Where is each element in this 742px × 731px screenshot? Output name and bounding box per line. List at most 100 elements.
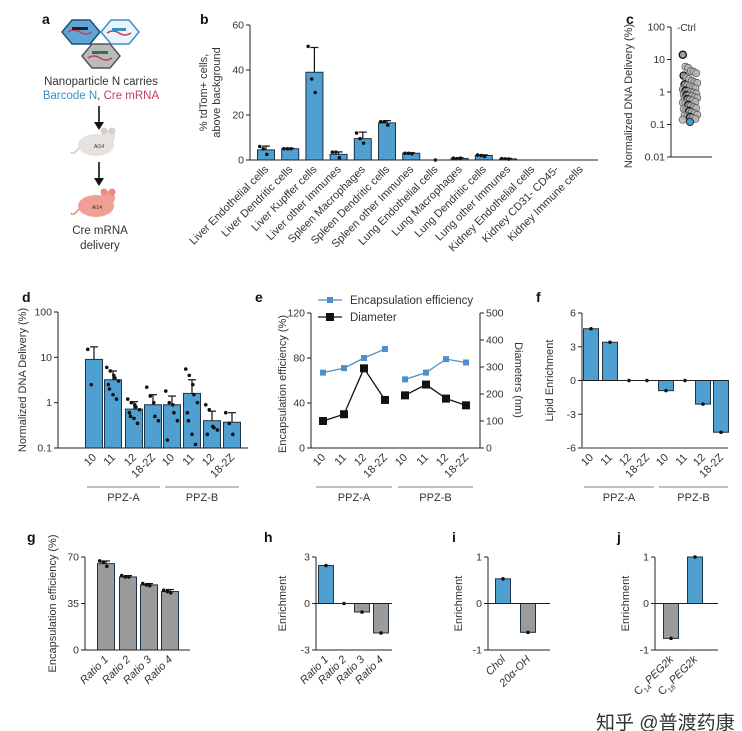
y-tick-label: 1 bbox=[659, 87, 665, 99]
legend-label: Encapsulation efficiency bbox=[350, 295, 473, 307]
x-tick-label: 10 bbox=[579, 452, 596, 469]
mouse-label: Ai14 bbox=[94, 144, 104, 150]
y-tick-label: 3 bbox=[570, 341, 576, 353]
data-point bbox=[678, 115, 687, 124]
y-tick-label: 10 bbox=[40, 352, 52, 364]
watermark: 知乎 @普渡药康 bbox=[596, 712, 735, 731]
bar bbox=[602, 341, 618, 381]
y-tick-label: 80 bbox=[293, 353, 305, 365]
arrow-down-icon bbox=[94, 106, 104, 130]
x-tick-label: 10 bbox=[311, 452, 328, 469]
y-axis-label: above background bbox=[211, 47, 223, 138]
group-label: PPZ-A bbox=[338, 492, 371, 504]
y-tick-label: 40 bbox=[293, 398, 305, 410]
y-tick-label: 70 bbox=[67, 552, 79, 564]
y-tick-label: 400 bbox=[486, 335, 504, 347]
data-point bbox=[104, 365, 109, 370]
bar bbox=[373, 603, 389, 634]
y-tick-label: 0 bbox=[73, 645, 79, 657]
data-point bbox=[134, 405, 138, 409]
bar bbox=[97, 563, 115, 651]
data-point bbox=[153, 414, 157, 419]
bar bbox=[161, 591, 179, 651]
bar bbox=[495, 578, 511, 604]
x-tick-label: 10 bbox=[82, 452, 99, 469]
mouse-icon: Ai14 bbox=[70, 127, 116, 156]
data-marker bbox=[422, 380, 430, 389]
data-point bbox=[334, 150, 338, 154]
data-marker bbox=[402, 376, 408, 383]
data-point bbox=[191, 382, 195, 387]
y-axis-label: Normalized DNA Delivery (%) bbox=[17, 308, 29, 452]
data-marker bbox=[401, 391, 409, 400]
data-point bbox=[114, 397, 119, 401]
data-point bbox=[144, 385, 149, 389]
bar bbox=[125, 408, 143, 449]
data-point bbox=[165, 589, 170, 594]
result-caption-1: Cre mRNA bbox=[72, 225, 128, 237]
y-tick-label: 1 bbox=[476, 552, 482, 564]
data-marker bbox=[340, 410, 348, 419]
data-point bbox=[185, 410, 190, 415]
y-tick-label: 1 bbox=[46, 397, 52, 409]
x-tick-label: 11 bbox=[181, 452, 198, 469]
data-point bbox=[123, 575, 128, 579]
panel-label-a: a bbox=[42, 11, 50, 27]
data-point bbox=[106, 382, 111, 387]
data-point bbox=[589, 326, 593, 331]
y-tick-label: 0 bbox=[486, 443, 492, 455]
y-tick-label: -6 bbox=[567, 443, 576, 455]
data-point bbox=[261, 146, 266, 151]
data-point bbox=[127, 410, 132, 415]
series-line bbox=[404, 358, 467, 380]
y-tick-label: 100 bbox=[34, 307, 52, 319]
data-point bbox=[285, 146, 290, 151]
legend-marker bbox=[326, 313, 334, 321]
data-point bbox=[451, 156, 456, 160]
data-marker bbox=[423, 369, 429, 376]
y-tick-label: 500 bbox=[486, 308, 504, 320]
data-point bbox=[403, 151, 407, 156]
cre-text: Cre mRNA bbox=[104, 90, 160, 102]
data-point bbox=[406, 151, 411, 156]
panel-label-i: i bbox=[452, 529, 456, 545]
data-point bbox=[608, 340, 612, 345]
data-point bbox=[289, 146, 293, 151]
data-marker bbox=[463, 359, 469, 366]
data-point bbox=[183, 367, 188, 371]
group-label: PPZ-B bbox=[186, 492, 218, 504]
panel-label-f: f bbox=[536, 289, 541, 305]
group-label: PPZ-B bbox=[419, 492, 451, 504]
x-tick-label: 10 bbox=[393, 452, 410, 469]
bar bbox=[663, 603, 679, 639]
data-point bbox=[313, 90, 318, 95]
data-point bbox=[137, 407, 142, 412]
bar bbox=[144, 404, 162, 449]
data-point bbox=[361, 141, 366, 145]
panel-label-b: b bbox=[200, 11, 209, 27]
data-point bbox=[215, 428, 220, 432]
data-point bbox=[144, 583, 149, 587]
bar bbox=[318, 565, 334, 605]
data-point bbox=[128, 414, 133, 419]
data-point bbox=[231, 432, 235, 437]
chart-e: 0 40 80 120 0 100 200 300 400 500 Encapsulation ef… bbox=[277, 295, 524, 504]
nanoparticle-gray-icon bbox=[81, 43, 121, 69]
y-axis-label: Encapsulation efficiency (%) bbox=[47, 535, 59, 673]
data-marker bbox=[360, 364, 368, 373]
data-point bbox=[107, 387, 112, 391]
y-tick-label: 35 bbox=[67, 598, 79, 610]
y-tick-label: 100 bbox=[486, 416, 504, 428]
chart-c: 0.01 0.1 1 10 100 Normalized DNA Delivery (%)… bbox=[623, 22, 712, 168]
x-tick-label: 11 bbox=[674, 452, 691, 469]
data-point bbox=[227, 421, 232, 426]
panel-label-d: d bbox=[22, 289, 31, 305]
panel-label-g: g bbox=[27, 529, 36, 545]
y-tick-label: -3 bbox=[567, 409, 576, 421]
data-point bbox=[190, 432, 194, 437]
y-tick-label: 0 bbox=[643, 598, 649, 610]
bar bbox=[104, 379, 122, 449]
panel-a-schematic: Nanoparticle N carries Barcode N, Cre mR… bbox=[43, 19, 160, 252]
